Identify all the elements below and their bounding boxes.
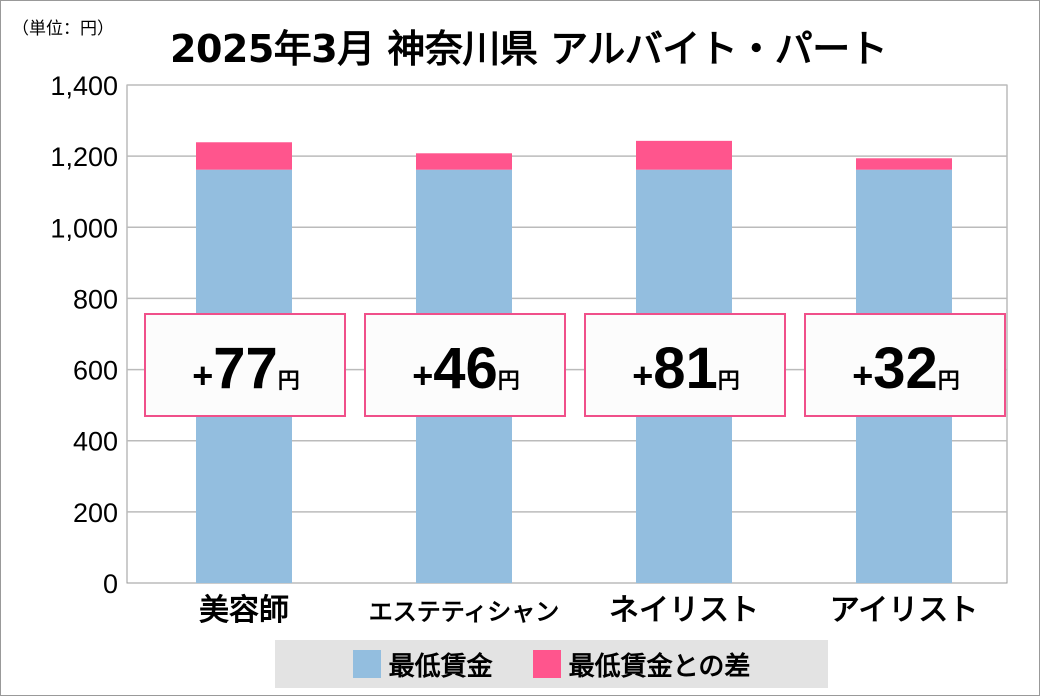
- bar-diff: [636, 140, 732, 170]
- legend-item-diff: 最低賃金との差: [532, 646, 751, 683]
- x-tick-label: エステティシャン: [369, 598, 560, 626]
- y-tick-label: 600: [73, 356, 118, 386]
- x-tick-label: ネイリスト: [609, 593, 759, 628]
- annotation-label: +81円: [632, 336, 740, 401]
- legend-label-diff: 最低賃金との差: [568, 651, 751, 682]
- legend-swatch-diff: [532, 650, 561, 678]
- legend: 最低賃金 最低賃金との差: [275, 640, 828, 688]
- annotation-label: +46円: [412, 336, 520, 401]
- y-tick-label: 400: [73, 427, 118, 457]
- annotation-box: [584, 313, 786, 417]
- legend-swatch-min-wage: [352, 650, 381, 678]
- annotation-box: [144, 313, 346, 417]
- y-tick-label: 1,400: [50, 71, 118, 101]
- y-tick-label: 1,000: [50, 213, 118, 243]
- annotation-label: +77円: [192, 336, 300, 401]
- bar-diff: [856, 158, 952, 170]
- x-tick-label: アイリスト: [830, 593, 979, 628]
- y-tick-label: 200: [73, 498, 118, 528]
- x-tick-label: 美容師: [199, 593, 289, 628]
- legend-label-min-wage: 最低賃金: [388, 651, 493, 682]
- annotation-box: [364, 313, 566, 417]
- annotation-label: +32円: [852, 336, 960, 401]
- y-tick-label: 800: [73, 284, 118, 314]
- chart-title: 2025年3月 神奈川県 アルバイト・パート: [170, 27, 888, 71]
- y-tick-label: 1,200: [50, 142, 118, 172]
- bar-diff: [196, 142, 292, 170]
- annotation-box: [804, 313, 1006, 417]
- unit-label: （単位：円）: [12, 19, 114, 39]
- legend-item-min-wage: 最低賃金: [352, 646, 493, 683]
- bar-diff: [416, 153, 512, 170]
- y-tick-label: 0: [103, 569, 118, 599]
